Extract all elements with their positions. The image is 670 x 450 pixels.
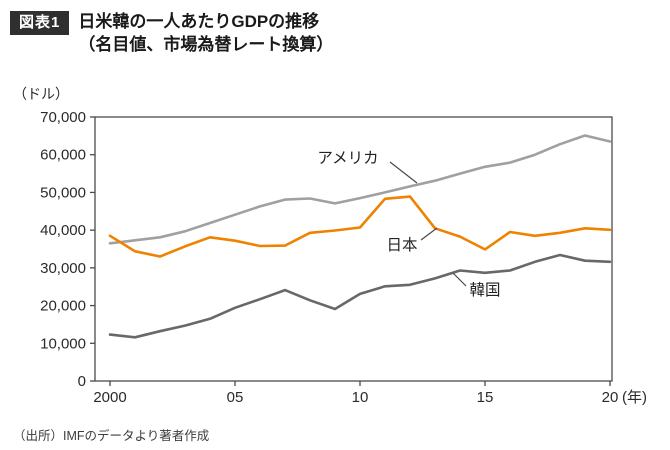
series-line-japan (108, 195, 612, 258)
series-line-korea (108, 253, 612, 339)
y-tick-label: 30,000 (40, 260, 86, 277)
y-tick-label: 40,000 (40, 222, 86, 239)
series-label-korea: 韓国 (469, 281, 500, 299)
series-label-leader-usa (389, 161, 418, 184)
y-tick-label: 50,000 (40, 184, 86, 201)
series-label-usa: アメリカ (317, 150, 378, 167)
x-tick-label: 10 (352, 389, 369, 406)
x-axis-unit-suffix: (年) (622, 389, 647, 406)
chart-header: 図表1 日米韓の一人あたりGDPの推移 （名目値、市場為替レート換算） (10, 11, 333, 57)
figure-number-badge: 図表1 (10, 11, 70, 35)
plot-frame (94, 116, 613, 382)
x-tick-label: 15 (477, 389, 494, 406)
chart-subtitle: （名目値、市場為替レート換算） (78, 34, 334, 54)
y-tick-label: 60,000 (40, 147, 86, 164)
series-label-leader-japan (420, 227, 438, 241)
series-line-usa (108, 134, 612, 245)
source-note: （出所）IMFのデータより著者作成 (13, 429, 210, 443)
y-axis-unit-label: （ドル） (13, 86, 69, 102)
series-label-leader-korea (452, 272, 467, 287)
y-tick-label: 0 (78, 373, 86, 390)
y-tick-label: 20,000 (40, 298, 86, 315)
chart-title: 日米韓の一人あたりGDPの推移 (78, 12, 320, 31)
y-tick-label: 70,000 (40, 109, 86, 126)
x-tick-label: 2000 (93, 389, 126, 406)
series-label-japan: 日本 (386, 236, 417, 254)
title-block: 日米韓の一人あたりGDPの推移 （名目値、市場為替レート換算） (78, 11, 333, 57)
x-tick-label: 05 (227, 389, 244, 406)
y-tick-label: 10,000 (40, 335, 86, 352)
x-tick-label: 20 (602, 389, 619, 406)
